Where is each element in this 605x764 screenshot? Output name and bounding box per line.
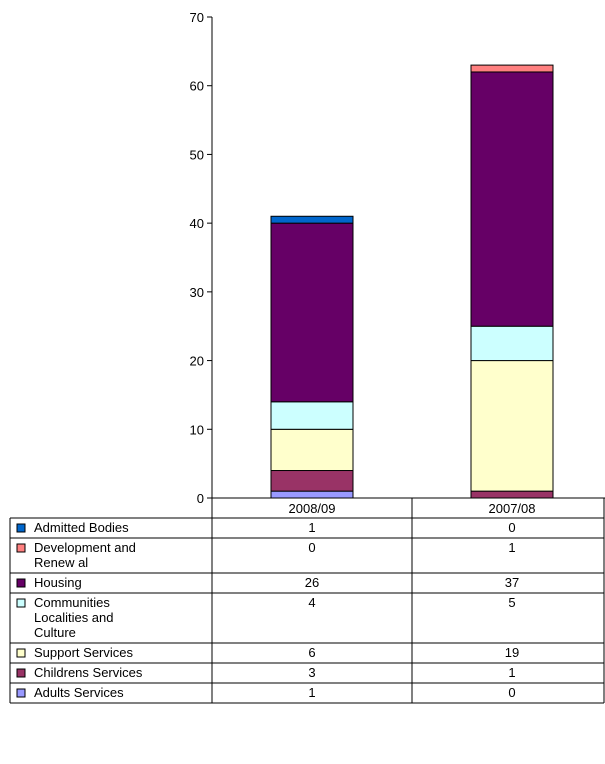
y-tick-label: 20 [190, 354, 204, 369]
bar-segment [270, 470, 354, 492]
x-tick-label: 2008/09 [289, 501, 336, 516]
bar-segment [470, 490, 554, 499]
data-table-value: 3 [308, 665, 315, 680]
legend-swatch [16, 668, 26, 678]
bar-segment [470, 71, 554, 327]
data-table-value: 6 [308, 645, 315, 660]
legend-label: Support Services [34, 645, 133, 660]
data-table-value: 37 [505, 575, 519, 590]
data-table-value: 0 [508, 685, 515, 700]
data-table-value: 1 [308, 685, 315, 700]
legend-swatch [16, 523, 26, 533]
legend-label: Development and [34, 540, 136, 555]
y-tick-label: 70 [190, 10, 204, 25]
legend-label: Localities and [34, 610, 114, 625]
y-tick-label: 60 [190, 79, 204, 94]
y-tick-label: 10 [190, 422, 204, 437]
y-tick-label: 50 [190, 147, 204, 162]
data-table-value: 0 [308, 540, 315, 555]
x-tick-label: 2007/08 [489, 501, 536, 516]
legend-swatch [16, 543, 26, 553]
plot-area: 0 10 20 30 40 50 60 70 [190, 10, 605, 506]
data-table-value: 1 [508, 540, 515, 555]
data-table-value: 26 [305, 575, 319, 590]
bar-segment [470, 325, 554, 362]
legend-swatch [16, 578, 26, 588]
legend-swatch [16, 688, 26, 698]
legend-label: Communities [34, 595, 110, 610]
data-table-value: 1 [508, 665, 515, 680]
legend-label: Admitted Bodies [34, 520, 129, 535]
legend-label: Adults Services [34, 685, 124, 700]
data-table-value: 19 [505, 645, 519, 660]
y-tick-label: 0 [197, 491, 204, 506]
data-table-value: 5 [508, 595, 515, 610]
bar-segment [270, 428, 354, 472]
data-table-value: 1 [308, 520, 315, 535]
legend-label: Childrens Services [34, 665, 143, 680]
bar-segment [270, 222, 354, 403]
bar-segment [470, 64, 554, 73]
bar-segment [270, 215, 354, 224]
data-table-value: 0 [508, 520, 515, 535]
legend-swatch [16, 598, 26, 608]
legend-label: Renew al [34, 555, 88, 570]
bar-segment [270, 401, 354, 430]
bar-segment [270, 490, 354, 499]
data-table-value: 4 [308, 595, 315, 610]
legend-swatch [16, 648, 26, 658]
data-table: 2008/09 2007/08 Admitted Bodies 1 0 Developme… [9, 498, 605, 704]
y-tick-label: 40 [190, 216, 204, 231]
y-tick-label: 30 [190, 285, 204, 300]
bar-segment [470, 360, 554, 492]
legend-label: Housing [34, 575, 82, 590]
legend-label: Culture [34, 625, 76, 640]
